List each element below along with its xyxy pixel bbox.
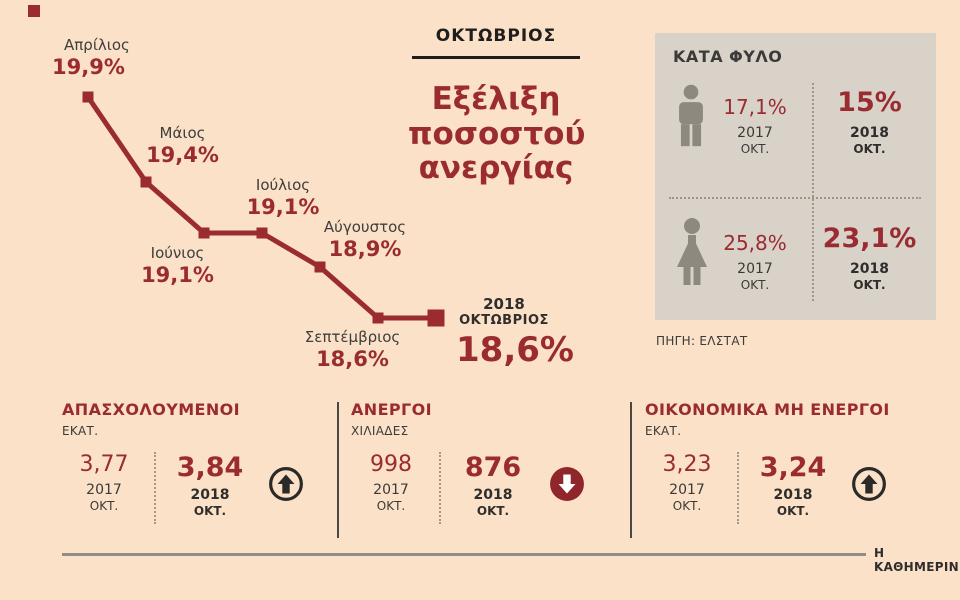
male-2017-month: ΟΚΤ. — [740, 142, 770, 156]
chart-point-label-august: Αύγουστος 18,9% — [310, 218, 420, 262]
male-icon — [679, 84, 703, 147]
female-icon — [677, 218, 707, 285]
trend-up-icon — [852, 467, 886, 501]
stat-2017-month: ΟΚΤ. — [672, 499, 702, 513]
month-name: Μάιος — [159, 124, 206, 142]
title-line-2: ποσοστού — [408, 115, 586, 152]
stats-divider-2 — [630, 402, 632, 538]
stat-block-unemployed: ΑΝΕΡΓΟΙ ΧΙΛΙΑΔΕΣ 998 2017 ΟΚΤ. 876 2018 … — [351, 400, 603, 524]
footer-rule — [62, 553, 866, 556]
male-2017-year: 2017 — [737, 125, 773, 141]
month-name: Ιούλιος — [255, 176, 311, 194]
stat-2018-month: ΟΚΤ. — [476, 504, 510, 518]
stat-2017-value: 3,23 — [662, 452, 712, 477]
trend-up-icon — [269, 467, 303, 501]
month-value: 18,9% — [328, 237, 402, 261]
gender-panel-title: ΚΑΤΑ ΦΥΛΟ — [673, 47, 783, 66]
female-2018-year: 2018 — [850, 261, 889, 277]
stat-dotted-divider — [154, 452, 156, 524]
trend-down-icon — [550, 467, 584, 501]
month-value: 19,1% — [141, 263, 214, 287]
month-value: 19,4% — [146, 143, 219, 167]
male-2018-year: 2018 — [850, 125, 889, 141]
stat-title: ΑΠΑΣΧΟΛΟΥΜΕΝΟΙ — [62, 400, 240, 419]
stat-block-employed: ΑΠΑΣΧΟΛΟΥΜΕΝΟΙ ΕΚΑΤ. 3,77 2017 ΟΚΤ. 3,84… — [62, 400, 324, 524]
female-2017-year: 2017 — [737, 261, 773, 277]
final-value: 18,6% — [456, 329, 574, 370]
stat-title: ΑΝΕΡΓΟΙ — [351, 400, 432, 419]
stat-2018-year: 2018 — [473, 487, 513, 503]
stat-dotted-divider — [737, 452, 739, 524]
title-line-1: Εξέλιξη — [431, 81, 561, 117]
month-value: 18,6% — [316, 347, 389, 371]
stat-2017-month: ΟΚΤ. — [376, 499, 406, 513]
male-2017-value: 17,1% — [723, 95, 787, 119]
stat-unit: ΧΙΛΙΑΔΕΣ — [351, 424, 409, 438]
female-2018-value: 23,1% — [822, 223, 917, 254]
gender-panel: ΚΑΤΑ ΦΥΛΟ 17,1% 2017 ΟΚΤ. 15% 2018 ΟΚΤ. — [655, 33, 936, 320]
month-value: 19,1% — [246, 195, 320, 219]
stat-2018-year: 2018 — [190, 487, 230, 503]
kicker-month: ΟΚΤΩΒΡΙΟΣ — [412, 26, 580, 59]
final-year: 2018 — [483, 295, 525, 313]
stat-2018-value: 876 — [464, 452, 522, 483]
stat-2018-value: 3,24 — [759, 452, 827, 483]
month-name: Ιούνιος — [150, 244, 205, 262]
stat-2018-month: ΟΚΤ. — [776, 504, 810, 518]
chart-final-point-label: 2018 ΟΚΤΩΒΡΙΟΣ 18,6% — [456, 295, 574, 370]
chart-point-label-june: Ιούνιος 19,1% — [130, 244, 225, 288]
stat-2017-value: 998 — [370, 452, 412, 477]
stat-block-inactive: ΟΙΚΟΝΟΜΙΚΑ ΜΗ ΕΝΕΡΓΟΙ ΕΚΑΤ. 3,23 2017 ΟΚ… — [645, 400, 945, 524]
stat-2018-month: ΟΚΤ. — [193, 504, 227, 518]
stat-2018-year: 2018 — [773, 487, 813, 503]
stat-2017-value: 3,77 — [79, 452, 129, 477]
chart-point-label-april: Απρίλιος 19,9% — [52, 36, 142, 80]
stat-2017-year: 2017 — [669, 482, 705, 498]
stat-2017-year: 2017 — [373, 482, 409, 498]
chart-point-label-july: Ιούλιος 19,1% — [238, 176, 328, 220]
stat-title: ΟΙΚΟΝΟΜΙΚΑ ΜΗ ΕΝΕΡΓΟΙ — [645, 400, 890, 419]
chart-point-label-september: Σεπτέμβριος 18,6% — [295, 328, 410, 372]
month-value: 19,9% — [52, 55, 125, 79]
female-2018-month: ΟΚΤ. — [853, 278, 886, 292]
month-name: Απρίλιος — [64, 36, 130, 54]
stats-divider-1 — [337, 402, 339, 538]
stat-dotted-divider — [439, 452, 441, 524]
male-2018-value: 15% — [837, 87, 902, 118]
brand-name: Η ΚΑΘΗΜΕΡΙΝΗ — [874, 546, 960, 574]
stat-2017-month: ΟΚΤ. — [89, 499, 119, 513]
chart-point-label-may: Μάιος 19,4% — [135, 124, 230, 168]
final-month: ΟΚΤΩΒΡΙΟΣ — [459, 313, 549, 329]
female-2017-value: 25,8% — [723, 231, 787, 255]
stat-2017-year: 2017 — [86, 482, 122, 498]
month-name: Σεπτέμβριος — [304, 328, 401, 346]
female-2017-month: ΟΚΤ. — [740, 278, 770, 292]
gender-panel-vertical-divider — [812, 83, 814, 301]
title-line-3: ανεργίας — [418, 150, 574, 187]
stat-2018-value: 3,84 — [176, 452, 244, 483]
source-note: ΠΗΓΗ: ΕΛΣΤΑΤ — [656, 334, 748, 348]
male-2018-month: ΟΚΤ. — [853, 142, 886, 156]
gender-panel-horizontal-divider — [669, 197, 921, 199]
stat-unit: ΕΚΑΤ. — [645, 424, 682, 438]
page-title: Εξέλιξη ποσοστού ανεργίας — [408, 81, 586, 187]
stat-unit: ΕΚΑΤ. — [62, 424, 99, 438]
month-name: Αύγουστος — [323, 218, 407, 236]
corner-mark — [28, 5, 40, 17]
